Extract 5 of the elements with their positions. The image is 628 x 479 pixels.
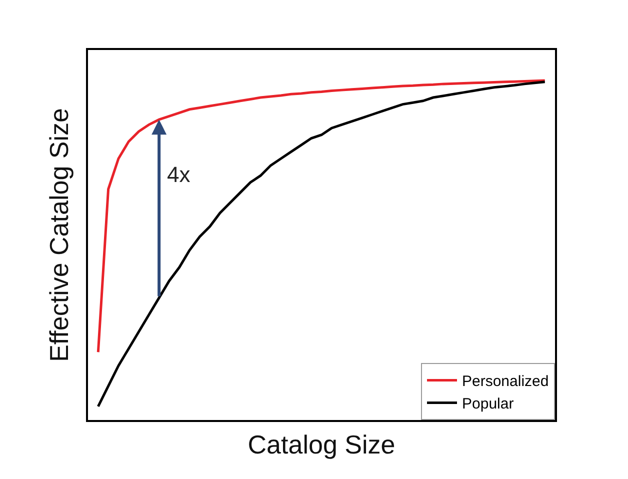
legend-label: Popular xyxy=(462,396,514,413)
legend-label: Personalized xyxy=(462,373,549,390)
x-axis-title: Catalog Size xyxy=(248,430,396,460)
annotation: 4x xyxy=(167,162,190,187)
y-axis-title: Effective Catalog Size xyxy=(44,108,74,362)
